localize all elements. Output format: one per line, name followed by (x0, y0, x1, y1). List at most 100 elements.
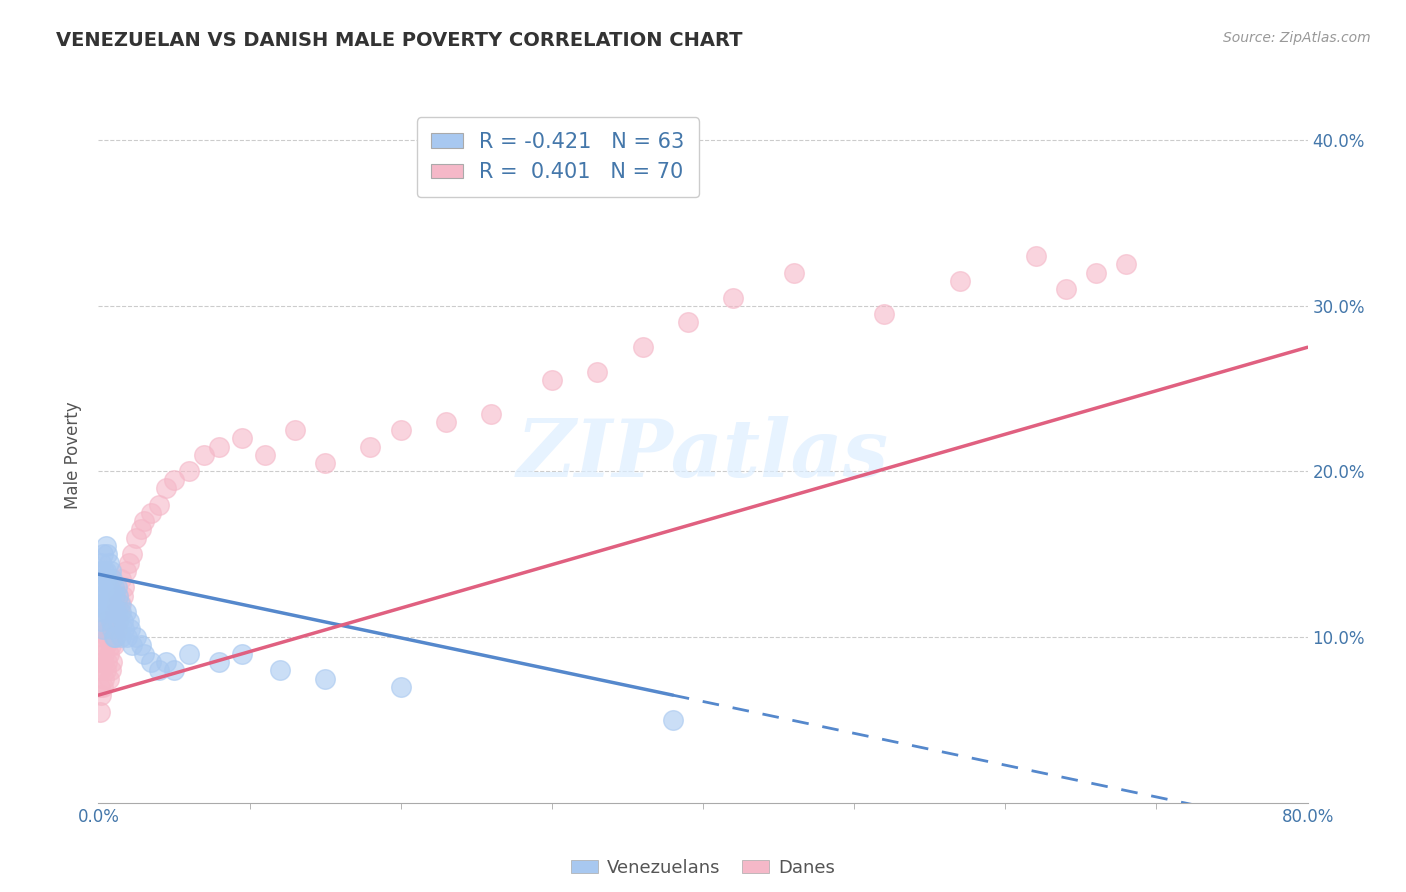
Point (98, 647, 121, 661)
Point (101, 630, 124, 644)
Point (125, 630, 148, 644)
Point (94, 564, 117, 578)
Point (96, 605, 118, 619)
Point (91, 547, 114, 561)
Point (118, 614, 141, 628)
Point (91, 630, 114, 644)
Point (96, 630, 118, 644)
Text: VENEZUELAN VS DANISH MALE POVERTY CORRELATION CHART: VENEZUELAN VS DANISH MALE POVERTY CORREL… (56, 31, 742, 50)
Point (148, 663, 170, 677)
Point (269, 663, 291, 677)
Point (89, 589, 111, 603)
Point (105, 581, 128, 595)
Legend: Venezuelans, Danes: Venezuelans, Danes (564, 852, 842, 884)
Point (89, 564, 111, 578)
Point (104, 605, 127, 619)
Point (93, 605, 115, 619)
Point (91, 622, 114, 636)
Point (193, 448, 215, 462)
Point (91, 680, 114, 694)
Point (129, 639, 152, 653)
Point (141, 655, 163, 669)
Point (141, 506, 163, 520)
Point (91, 572, 114, 586)
Point (89, 680, 111, 694)
Point (120, 622, 142, 636)
Point (94, 663, 117, 677)
Point (98, 672, 121, 686)
Point (101, 572, 124, 586)
Point (105, 605, 128, 619)
Point (103, 630, 125, 644)
Point (314, 672, 336, 686)
Point (1085, 266, 1108, 280)
Point (101, 597, 124, 611)
Point (1115, 257, 1137, 271)
Point (662, 713, 685, 727)
Point (90, 688, 112, 702)
Point (231, 647, 253, 661)
Point (125, 531, 148, 545)
Point (107, 589, 129, 603)
Point (114, 564, 136, 578)
Point (100, 589, 122, 603)
Point (89, 705, 111, 719)
Point (1024, 249, 1046, 263)
Point (179, 647, 201, 661)
Point (91, 655, 114, 669)
Point (148, 498, 170, 512)
Point (104, 630, 127, 644)
Point (208, 440, 231, 454)
Point (155, 481, 177, 495)
Point (1054, 282, 1077, 296)
Point (231, 431, 253, 445)
Point (132, 647, 155, 661)
Point (90, 597, 112, 611)
Point (90, 556, 112, 570)
Point (110, 605, 132, 619)
Point (107, 614, 129, 628)
Point (93, 672, 115, 686)
Point (121, 547, 143, 561)
Point (94, 589, 117, 603)
Point (105, 622, 128, 636)
Point (676, 315, 699, 329)
Point (94, 539, 117, 553)
Point (100, 564, 122, 578)
Point (105, 597, 128, 611)
Point (98, 605, 121, 619)
Point (110, 572, 132, 586)
Point (163, 473, 186, 487)
Text: ZIPatlas: ZIPatlas (517, 417, 889, 493)
Point (110, 630, 132, 644)
Point (93, 564, 115, 578)
Point (783, 266, 806, 280)
Point (104, 589, 127, 603)
Point (101, 622, 124, 636)
Point (104, 630, 127, 644)
Point (208, 655, 231, 669)
Point (360, 440, 382, 454)
Point (100, 614, 122, 628)
Point (110, 597, 132, 611)
Point (91, 597, 114, 611)
Point (93, 647, 115, 661)
Point (90, 639, 112, 653)
Point (434, 415, 457, 429)
Point (96, 572, 118, 586)
Point (314, 456, 336, 470)
Point (103, 614, 125, 628)
Point (723, 291, 745, 305)
Point (179, 465, 201, 479)
Point (98, 622, 121, 636)
Point (111, 589, 134, 603)
Point (121, 639, 143, 653)
Point (101, 655, 124, 669)
Point (100, 639, 122, 653)
Point (90, 581, 112, 595)
Point (112, 622, 135, 636)
Point (540, 373, 562, 387)
Point (94, 639, 117, 653)
Point (389, 680, 412, 694)
Point (108, 597, 131, 611)
